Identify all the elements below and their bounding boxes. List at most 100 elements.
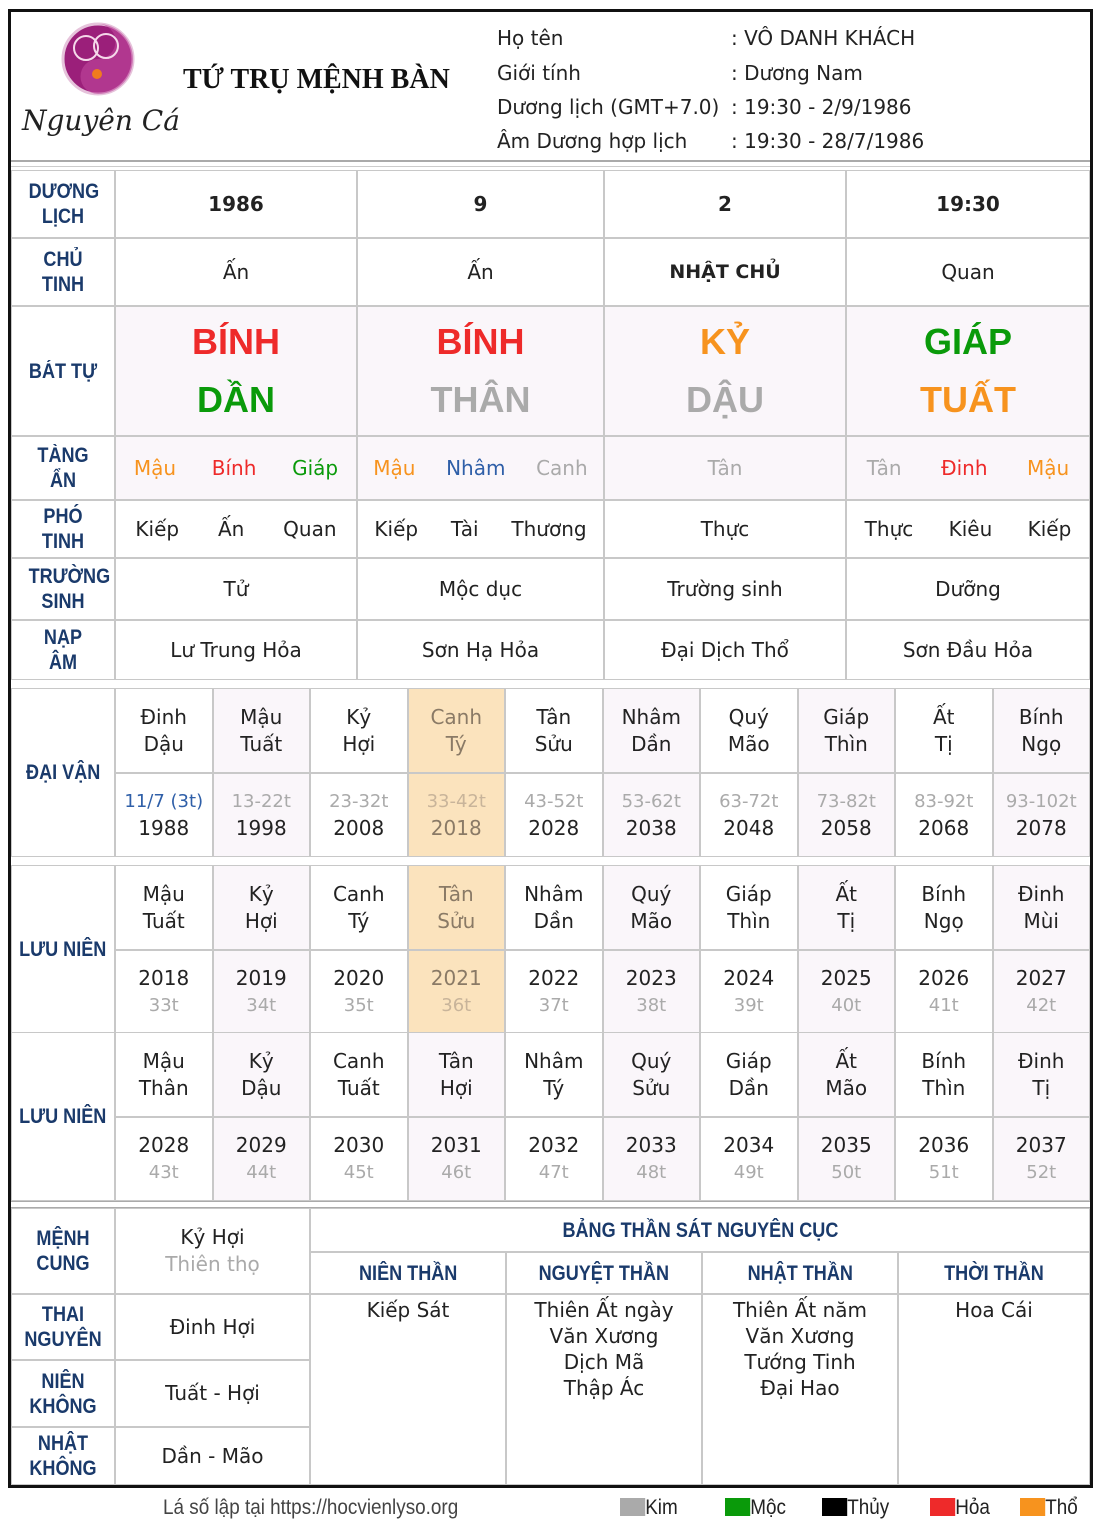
sub-star: Thương [511, 516, 587, 541]
cycle-can: Đinh [1018, 881, 1065, 906]
cycle-year: 2058 [820, 816, 872, 840]
cycle-info-cell: 2022 37t [505, 950, 603, 1034]
cycle-year: 2068 [918, 816, 970, 840]
cycle-name-cell: Ất Mão [797, 1032, 895, 1117]
cycle-chi: Dậu [241, 1075, 282, 1100]
pillar-tang_an-cell: Mậu Bính Giáp [115, 436, 357, 500]
legend-swatch [620, 1498, 646, 1516]
cung-value-text: Đinh Hợi [169, 1314, 256, 1339]
pho_tinh-list: Kiếp Ấn Quan [116, 516, 356, 543]
than-sat-header: NHẬT THẦN [702, 1252, 898, 1294]
cycle-info-cell: 13-22t 1998 [212, 773, 310, 857]
legend-label: Thủy [847, 1496, 890, 1519]
cycle-chi: Mùi [1023, 908, 1060, 933]
cycle-chi: Sửu [534, 731, 573, 756]
pillar-nap_am-cell: Đại Dịch Thổ [604, 620, 846, 680]
cycle-age: 11/7 (3t) [124, 791, 204, 812]
cycle-chi: Tý [445, 731, 467, 756]
cycle-year: 2008 [333, 816, 385, 840]
cung-label-text: MỆNH CUNG [36, 1227, 90, 1275]
row-label: TRƯỜNG SINH [28, 565, 111, 613]
legend-swatch [1020, 1498, 1046, 1516]
than-sat-item: Văn Xương [549, 1324, 659, 1348]
than-sat-header-text: NGUYỆT THẦN [538, 1261, 670, 1285]
cycle-year: 1988 [138, 816, 190, 840]
cycle-can: Canh [430, 704, 483, 729]
cycle-year: 2025 [820, 966, 872, 990]
cycle-info-cell: 2037 52t [992, 1117, 1090, 1201]
cycle-year: 2030 [333, 1133, 385, 1157]
cycle-chi: Thìn [922, 1075, 966, 1100]
pillar-chu_tinh-cell: Quan [846, 238, 1090, 306]
info-label: Dương lịch (GMT+7.0) [497, 95, 720, 119]
cycle-name-cell: Mậu Tuất [212, 688, 310, 773]
cycle-age: 13-22t [231, 791, 291, 812]
cycle-name-cell: Nhâm Dần [602, 688, 700, 773]
than-sat-header-text: NHẬT THẦN [747, 1261, 853, 1285]
cycle-can: Nhâm [524, 1048, 584, 1073]
cycle-info-cell: 2026 41t [895, 950, 993, 1034]
cycle-can: Mậu [142, 881, 185, 906]
heavenly-stem: BÍNH [192, 321, 280, 362]
row-label: LƯU NIÊN [19, 938, 107, 961]
cycle-name-cell: Giáp Thìn [797, 688, 895, 773]
cycle-chi: Sửu [437, 908, 476, 933]
info-value: : VÔ DANH KHÁCH [731, 26, 916, 50]
info-value: : Dương Nam [731, 61, 863, 85]
cycle-name-cell: Giáp Dần [700, 1032, 798, 1117]
cycle-can: Bính [921, 1048, 967, 1073]
cycle-can: Giáp [725, 1048, 772, 1073]
cycle-info-cell: 11/7 (3t) 1988 [115, 773, 213, 857]
chart-frame [8, 9, 1093, 1488]
cycle-can: Đinh [1018, 1048, 1065, 1073]
cycle-info-cell: 2024 39t [700, 950, 798, 1034]
cycle-name-cell: Ất Tị [797, 865, 895, 950]
cycle-info-cell: 2023 38t [602, 950, 700, 1034]
pho_tinh-list: Thực [605, 516, 845, 543]
row-label-nap_am: NẠP ÂM [11, 620, 115, 680]
cycle-age: 73-82t [816, 791, 876, 812]
cycle-chi: Dần [533, 908, 574, 933]
pillar-bat_tu-cell: KỶ DẬU [604, 306, 846, 436]
sub-star: Kiếp [1027, 516, 1072, 541]
cycle-year: 2035 [820, 1133, 872, 1157]
row-label: ĐẠI VẬN [11, 688, 115, 857]
cycle-info-cell: 73-82t 2058 [797, 773, 895, 857]
cycle-name-cell: Đinh Tị [992, 1032, 1090, 1117]
cycle-name-cell: Bính Ngọ [992, 688, 1090, 773]
cycle-name-cell: Mậu Tuất [115, 865, 213, 950]
cycle-can: Kỷ [248, 1048, 274, 1073]
cycle-can: Kỷ [248, 881, 274, 906]
cycle-can: Bính [921, 881, 967, 906]
cung-sub-text: Thiên thọ [165, 1252, 260, 1276]
cycle-age: 36t [441, 995, 472, 1016]
cung-value: Đinh Hợi [115, 1294, 310, 1360]
cycle-year: 2020 [333, 966, 385, 990]
cycle-name-cell: Đinh Mùi [992, 865, 1090, 950]
cycle-age: 34t [246, 995, 277, 1016]
cung-label: THAI NGUYÊN [11, 1294, 115, 1360]
tang_an-list: Mậu Nhâm Canh [358, 455, 603, 482]
legend-label: Mộc [750, 1496, 786, 1519]
cycle-can: Nhâm [524, 881, 584, 906]
pillar-duong_lich-cell: 9 [357, 170, 604, 238]
cycle-can: Bính [1018, 704, 1064, 729]
than-sat-header: NGUYỆT THẦN [506, 1252, 702, 1294]
pillar-value: Quan [941, 259, 995, 284]
pillar-bat_tu-cell: GIÁP TUẤT [846, 306, 1090, 436]
hidden-stem: Bính [211, 455, 257, 480]
cycle-year: 2021 [430, 966, 482, 990]
heavenly-stem: BÍNH [436, 321, 525, 362]
heavenly-stem: KỶ [699, 321, 750, 362]
cycle-age: 43t [148, 1162, 179, 1183]
info-label: Âm Dương hợp lịch [497, 129, 688, 153]
cycle-name-cell: Kỷ Hợi [212, 865, 310, 950]
pillar-value: Đại Dịch Thổ [661, 637, 789, 662]
cycle-chi: Tuất [337, 1075, 380, 1100]
cycle-info-cell: 2018 33t [115, 950, 213, 1034]
pillar-duong_lich-cell: 2 [604, 170, 846, 238]
sub-star: Quan [283, 516, 337, 541]
row-label-pho_tinh: PHÓ TINH [11, 500, 115, 558]
than-sat-item: Thiên Ất ngày [534, 1298, 674, 1322]
cycle-chi: Mão [727, 731, 770, 756]
